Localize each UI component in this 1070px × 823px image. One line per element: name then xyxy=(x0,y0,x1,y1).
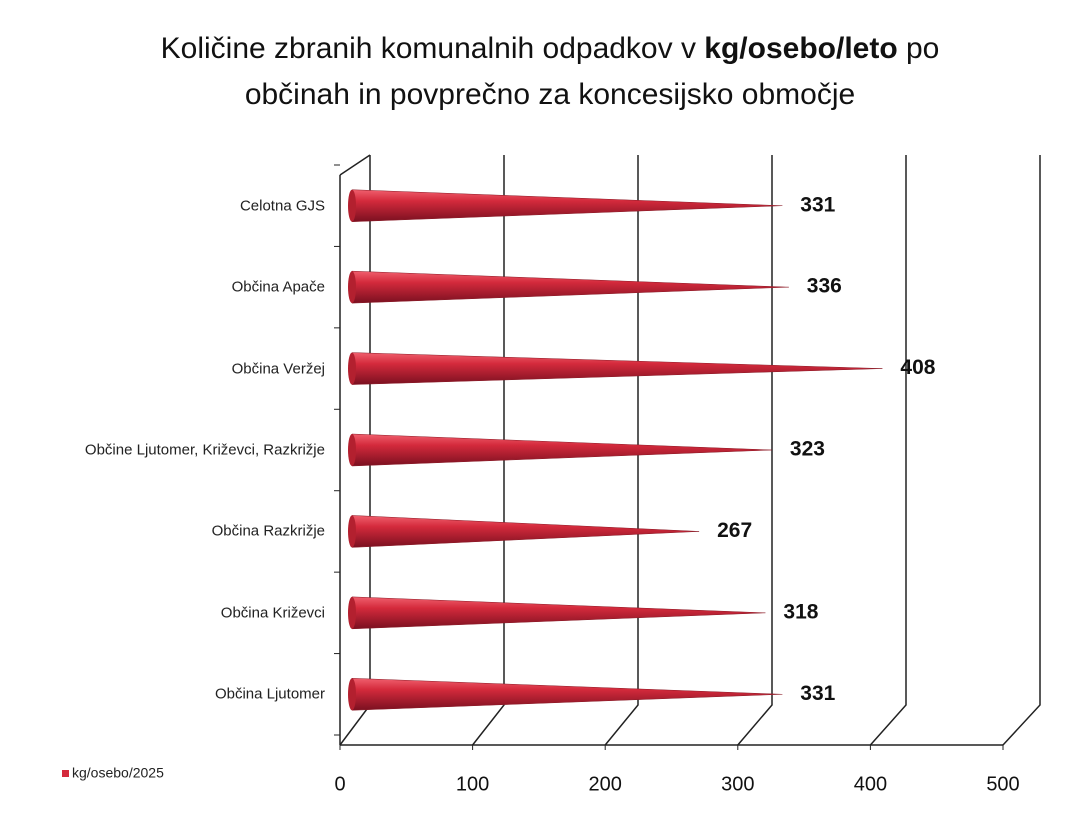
y-tick-label: Občina Križevci xyxy=(220,604,325,622)
value-label: 267 xyxy=(717,519,752,542)
y-tick-label: Občina Ljutomer xyxy=(214,685,325,703)
x-tick-label: 300 xyxy=(721,773,754,795)
grid-line xyxy=(1002,155,1041,746)
grid-line xyxy=(869,155,907,746)
value-label: 331 xyxy=(800,682,835,705)
wall-edge xyxy=(339,154,371,176)
x-tick-label: 200 xyxy=(589,773,622,795)
grid-line xyxy=(604,155,639,746)
x-tick-label: 500 xyxy=(986,773,1019,795)
y-tick-label: Občina Veržej xyxy=(231,360,325,378)
grid-line xyxy=(737,155,773,746)
x-tick-label: 100 xyxy=(456,773,489,795)
cone-base xyxy=(348,515,356,548)
value-label: 318 xyxy=(783,600,818,623)
cone xyxy=(351,352,883,385)
cone-base xyxy=(348,352,356,385)
x-tick-label: 400 xyxy=(854,773,887,795)
grid-line xyxy=(472,155,505,746)
cone xyxy=(351,515,700,548)
value-label: 331 xyxy=(800,193,835,216)
cone xyxy=(351,270,789,304)
cone xyxy=(351,189,783,222)
cone-base xyxy=(348,678,356,711)
cone-base xyxy=(348,271,356,304)
cone-base xyxy=(348,434,356,466)
title-part: Količine zbranih komunalnih odpadkov v xyxy=(161,32,705,65)
cone xyxy=(351,433,772,467)
legend-label: kg/osebo/2025 xyxy=(72,765,164,781)
cone xyxy=(351,678,783,711)
cone-base xyxy=(348,596,356,629)
legend-swatch xyxy=(62,770,69,777)
chart-title: občinah in povprečno za koncesijsko obmo… xyxy=(245,78,855,111)
y-tick-label: Občina Razkrižje xyxy=(211,522,325,540)
value-label: 336 xyxy=(807,275,842,298)
y-tick-label: Celotna GJS xyxy=(239,197,325,215)
title-part: po xyxy=(898,32,940,65)
cone xyxy=(351,596,766,630)
y-tick-label: Občine Ljutomer, Križevci, Razkrižje xyxy=(84,441,325,459)
value-label: 323 xyxy=(790,438,825,461)
x-tick-label: 0 xyxy=(334,773,345,795)
value-label: 408 xyxy=(900,356,935,379)
title-part: kg/osebo/leto xyxy=(704,32,897,65)
cone-base xyxy=(348,189,356,222)
y-tick-label: Občina Apače xyxy=(231,278,325,296)
chart-title: Količine zbranih komunalnih odpadkov v k… xyxy=(161,32,940,65)
